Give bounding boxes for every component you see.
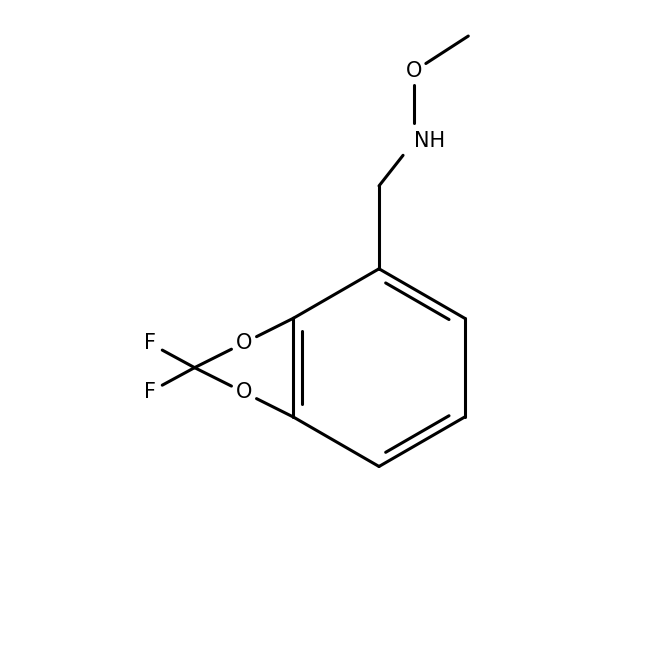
Text: F: F <box>144 382 156 402</box>
Text: O: O <box>406 61 422 81</box>
Text: NH: NH <box>414 131 445 151</box>
Text: F: F <box>144 333 156 353</box>
Text: O: O <box>236 333 252 353</box>
Text: O: O <box>236 382 252 402</box>
